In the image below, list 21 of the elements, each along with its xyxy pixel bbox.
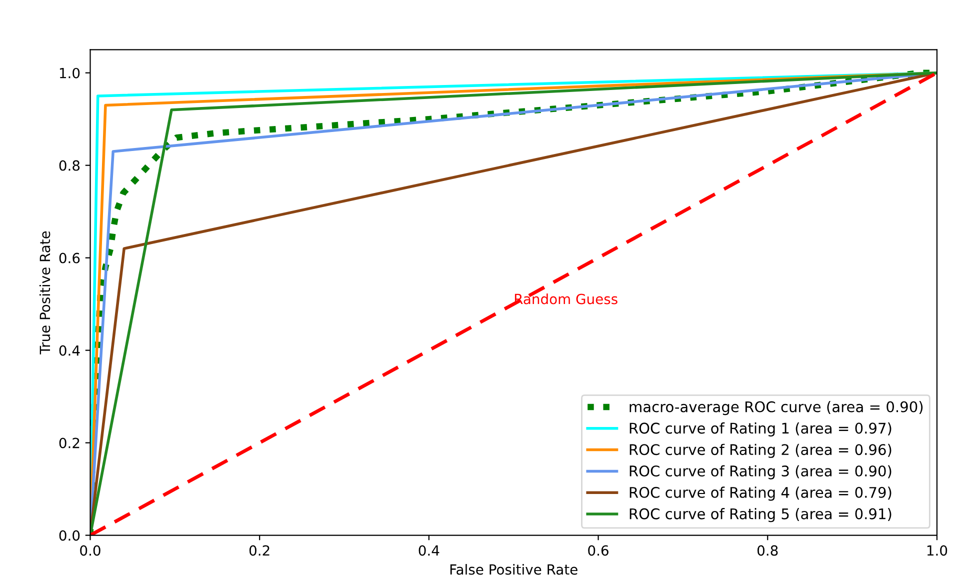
x-tick-label: 0.6: [588, 545, 608, 556]
x-tick-label: 0.0: [80, 545, 100, 556]
legend-label: ROC curve of Rating 3 (area = 0.90): [630, 465, 892, 480]
legend-label: ROC curve of Rating 5 (area = 0.91): [630, 508, 892, 522]
x-tick-label: 0.4: [418, 545, 440, 556]
x-tick-label: 0.8: [757, 545, 778, 556]
x-tick-label: 0.2: [249, 545, 270, 556]
legend-label: ROC curve of Rating 4 (area = 0.79): [630, 486, 892, 501]
y-tick-label: 0.4: [59, 345, 80, 356]
y-tick-label: 0.8: [59, 160, 80, 171]
annotation: Random Guess: [514, 294, 618, 304]
legend-label: ROC curve of Rating 2 (area = 0.96): [630, 444, 892, 458]
y-tick-label: 1.0: [60, 68, 80, 78]
y-tick-label: 0.6: [59, 252, 80, 264]
legend-label: macro-average ROC curve (area = 0.90): [630, 401, 923, 416]
x-axis-title: False Positive Rate: [450, 564, 578, 575]
y-tick-label: 0.2: [59, 438, 80, 448]
y-tick-label: 0.0: [59, 530, 80, 541]
x-tick-label: 1.0: [927, 545, 948, 556]
legend-label: ROC curve of Rating 1 (area = 0.97): [630, 422, 892, 437]
y-axis-title: True Positive Rate: [39, 231, 50, 354]
